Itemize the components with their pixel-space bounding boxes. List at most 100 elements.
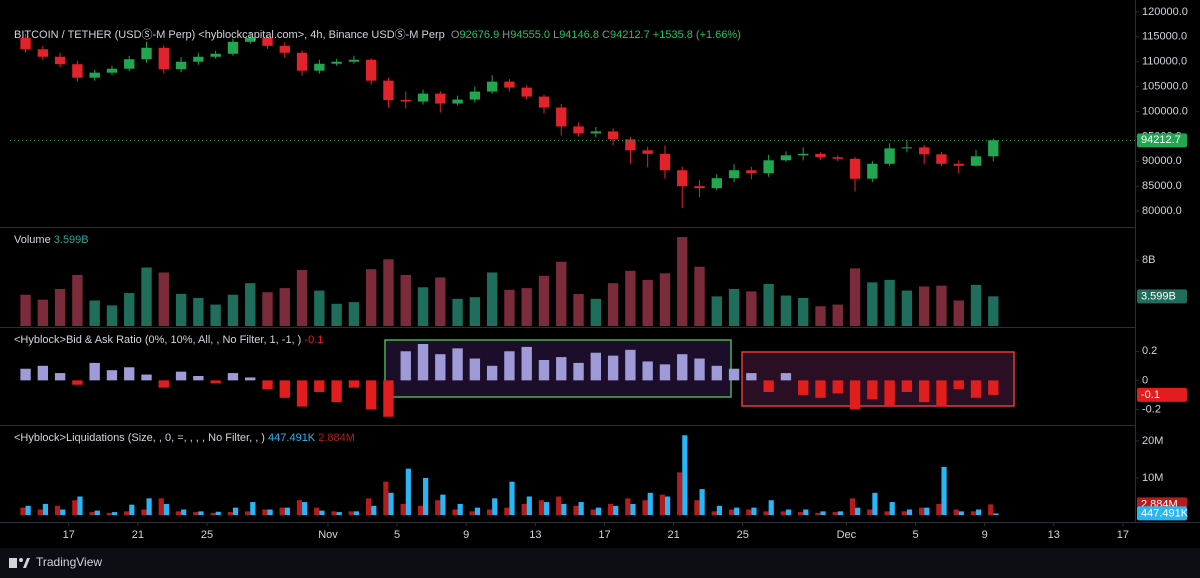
- bar: [677, 354, 688, 381]
- bar: [348, 302, 360, 326]
- x-tick-label: 21: [132, 529, 144, 541]
- y-tick-label: 100000.0: [1142, 105, 1188, 117]
- bar: [867, 282, 878, 326]
- background: [0, 0, 1200, 548]
- bar: [124, 367, 135, 381]
- ohlc-value: 94146.8: [559, 29, 599, 41]
- x-tick-label: 17: [598, 529, 610, 541]
- y-tick-label: 8B: [1142, 254, 1155, 266]
- bar: [72, 274, 83, 326]
- y-tick-label: 0: [1142, 374, 1148, 386]
- y-tick-label: 115000.0: [1142, 31, 1187, 43]
- candle-body: [867, 163, 878, 179]
- bar: [543, 502, 550, 516]
- bar: [124, 511, 130, 516]
- bar: [728, 288, 740, 326]
- bar: [976, 509, 982, 516]
- bar: [365, 380, 377, 410]
- bar: [383, 380, 394, 417]
- bar: [607, 283, 619, 326]
- candle-body: [988, 140, 999, 157]
- bar: [417, 505, 424, 516]
- bar: [924, 507, 930, 516]
- bar: [262, 380, 273, 390]
- bar: [348, 380, 360, 388]
- bar: [734, 507, 740, 516]
- bar: [970, 511, 977, 516]
- bar: [694, 500, 700, 516]
- x-tick-label: 13: [1048, 529, 1060, 541]
- bar: [20, 368, 31, 381]
- bar: [141, 267, 152, 326]
- last-value: 447.491K: [268, 432, 316, 444]
- candle-body: [227, 41, 239, 54]
- bar: [803, 509, 809, 516]
- bar: [94, 510, 100, 516]
- candle-body: [642, 150, 653, 154]
- candle-body: [296, 52, 308, 71]
- bar: [768, 500, 774, 516]
- bar: [89, 362, 100, 381]
- bar: [849, 268, 861, 326]
- bar: [694, 266, 705, 326]
- bar: [141, 374, 152, 381]
- bar: [746, 509, 752, 516]
- bar: [365, 269, 377, 326]
- candle-body: [245, 37, 256, 42]
- bar: [146, 498, 152, 516]
- candle-body: [262, 37, 273, 46]
- y-tick-label: 0.2: [1142, 345, 1157, 357]
- bar: [504, 351, 515, 381]
- bar: [175, 293, 187, 326]
- candle-body: [901, 147, 913, 149]
- bar: [538, 360, 550, 381]
- bar: [521, 288, 532, 326]
- ohlc-value: 92676.9: [459, 29, 500, 41]
- y-tick-label: 105000.0: [1142, 81, 1188, 93]
- bar: [642, 279, 653, 326]
- candle-body: [400, 100, 411, 102]
- bar: [815, 380, 826, 398]
- candle-body: [573, 126, 584, 134]
- bar: [181, 509, 187, 516]
- candle-body: [486, 81, 498, 92]
- bar: [54, 505, 61, 516]
- y-tick-label: 20M: [1142, 435, 1163, 447]
- bar: [175, 511, 182, 516]
- bar: [694, 358, 705, 381]
- bar: [400, 351, 411, 381]
- candle-body: [918, 147, 930, 155]
- bar: [193, 376, 204, 381]
- bar: [336, 512, 342, 516]
- bar: [296, 270, 308, 326]
- bar: [37, 509, 43, 516]
- candle-body: [279, 45, 290, 53]
- title: <Hyblock>Liquidations (Size, , 0, =, , ,…: [14, 432, 265, 444]
- bar: [262, 509, 268, 516]
- candle-body: [746, 170, 757, 174]
- last-value-label-bg: [1137, 289, 1187, 304]
- x-tick-label: 5: [912, 529, 918, 541]
- bar: [659, 364, 671, 381]
- ohlc-label: H: [502, 29, 511, 41]
- candle-body: [452, 99, 463, 104]
- bar: [815, 306, 826, 326]
- bar: [763, 511, 769, 516]
- ohlc-value: 94212.7: [609, 29, 650, 41]
- bar: [918, 507, 925, 516]
- bar: [699, 489, 705, 516]
- bar: [314, 290, 325, 326]
- bar: [901, 290, 913, 326]
- candle-body: [521, 87, 532, 97]
- bar: [215, 511, 221, 516]
- bar: [504, 289, 515, 326]
- candle-body: [158, 47, 169, 70]
- bar: [573, 362, 584, 381]
- bar: [227, 294, 239, 326]
- bar: [832, 512, 838, 516]
- candle-body: [953, 163, 964, 166]
- bar: [988, 296, 999, 326]
- candle-body: [314, 63, 325, 71]
- bar: [780, 511, 786, 516]
- bar: [763, 284, 774, 326]
